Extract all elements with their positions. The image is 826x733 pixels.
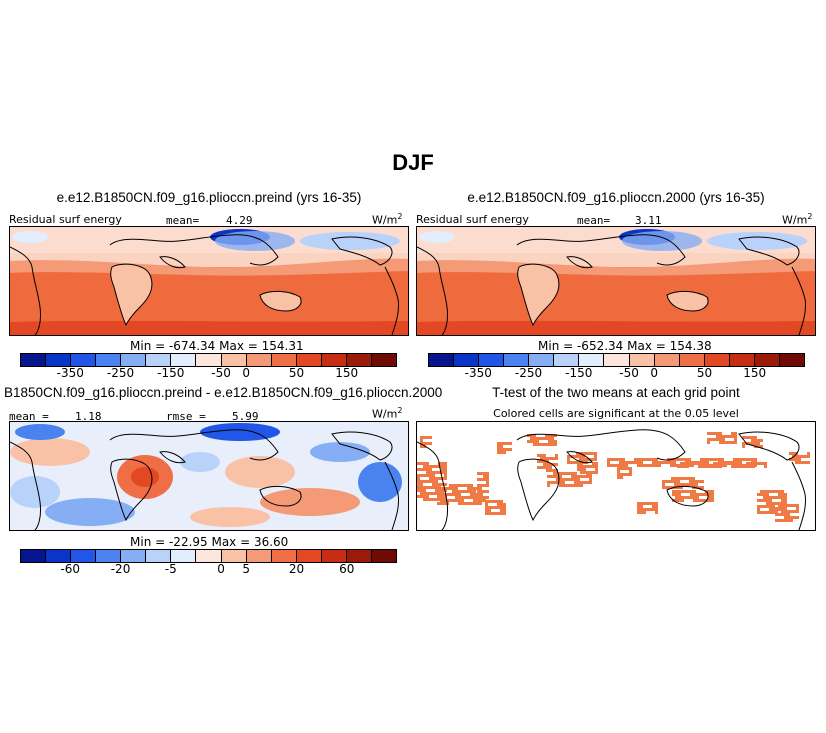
panel3-rmse-value: 5.99 <box>232 410 259 423</box>
panel3-colorbar-swatch <box>221 550 247 562</box>
panel1-colorbar-swatch <box>71 354 97 366</box>
panel3-colorbar-swatch <box>371 550 396 562</box>
panel1-colorbar-swatch <box>271 354 297 366</box>
panel3-colorbar-swatch <box>171 550 197 562</box>
panel1-colorbar-tick-label: -350 <box>56 366 84 380</box>
panel3-colorbar-tick-label: -20 <box>110 562 131 576</box>
panel3-colorbar-swatch <box>346 550 372 562</box>
panel3-rmse-label: rmse = <box>166 410 206 423</box>
panel1-colorbar-swatch <box>246 354 272 366</box>
panel3-colorbar-tick-label: 0 <box>217 562 225 576</box>
panel1-map <box>9 226 409 336</box>
panel3-colorbar-swatch <box>121 550 147 562</box>
panel1-title: e.e12.B1850CN.f09_g16.plioccn.preind (yr… <box>56 190 362 205</box>
panel3-colorbar-swatch <box>71 550 97 562</box>
panel2-colorbar-swatch <box>704 354 730 366</box>
panel2-colorbar-swatch <box>754 354 780 366</box>
panel2-colorbar-swatch <box>429 354 455 366</box>
panel1-colorbar-swatch <box>146 354 172 366</box>
panel2-colorbar <box>428 353 805 367</box>
panel2-colorbar-swatch <box>529 354 555 366</box>
panel2-units: W/m2 <box>782 212 813 227</box>
panel1-mean-value: 4.29 <box>226 214 253 227</box>
panel2-colorbar-tick-label: 0 <box>650 366 659 380</box>
panel3-mean-value: 1.18 <box>75 410 102 423</box>
panel3-colorbar-tick-label: -60 <box>60 562 81 576</box>
panel2-colorbar-swatch <box>454 354 480 366</box>
panel3-map <box>9 421 409 531</box>
panel1-colorbar <box>20 353 397 367</box>
panel4-map <box>416 421 816 531</box>
panel2-colorbar-swatch <box>579 354 605 366</box>
panel1-colorbar-ticks: -350 -250 -150 -50 0 50 150 <box>20 366 397 382</box>
panel1-colorbar-swatch <box>96 354 122 366</box>
panel2-mean-value: 3.11 <box>635 214 662 227</box>
panel2-variable: Residual surf energy <box>416 213 529 226</box>
panel3-colorbar-swatch <box>321 550 347 562</box>
panel1-units: W/m2 <box>372 212 403 227</box>
panel1-colorbar-swatch <box>46 354 72 366</box>
panel3-colorbar-tick-label: 60 <box>339 562 355 576</box>
panel1-mean-label: mean= <box>166 214 200 227</box>
panel1-colorbar-swatch <box>371 354 396 366</box>
panel3-minmax: Min = -22.95 Max = 36.60 <box>130 535 289 549</box>
panel3-colorbar-swatch <box>296 550 322 562</box>
panel2-minmax: Min = -652.34 Max = 154.38 <box>538 339 712 353</box>
panel2-colorbar-tick-label: -350 <box>464 366 492 380</box>
panel2-colorbar-swatch <box>679 354 705 366</box>
panel3-colorbar-swatch <box>196 550 222 562</box>
panel3-colorbar-swatch <box>246 550 272 562</box>
panel2-colorbar-swatch <box>629 354 655 366</box>
panel3-colorbar <box>20 549 397 563</box>
panel2-colorbar-swatch <box>554 354 580 366</box>
panel2-colorbar-tick-label: -50 <box>619 366 639 380</box>
panel1-minmax: Min = -674.34 Max = 154.31 <box>130 339 304 353</box>
panel2-colorbar-tick-label: 50 <box>696 366 713 380</box>
figure-title: DJF <box>392 150 434 175</box>
panel3-colorbar-ticks: -60 -20 -5 0 5 20 60 <box>20 562 397 578</box>
panel2-colorbar-swatch <box>504 354 530 366</box>
panel1-colorbar-tick-label: 150 <box>335 366 359 380</box>
panel3-colorbar-tick-label: 20 <box>288 562 305 576</box>
panel3-colorbar-tick-label: -5 <box>164 562 177 576</box>
panel1-colorbar-tick-label: -50 <box>211 366 231 380</box>
panel1-colorbar-tick-label: 50 <box>288 366 305 380</box>
panel3-colorbar-swatch <box>46 550 72 562</box>
panel2-colorbar-swatch <box>479 354 505 366</box>
panel3-units: W/m2 <box>372 406 403 421</box>
panel1-colorbar-swatch <box>346 354 372 366</box>
panel2-colorbar-tick-label: 150 <box>743 366 767 380</box>
panel1-colorbar-swatch <box>121 354 147 366</box>
panel3-colorbar-swatch <box>96 550 122 562</box>
panel2-colorbar-swatch <box>779 354 804 366</box>
panel1-colorbar-swatch <box>221 354 247 366</box>
panel2-colorbar-ticks: -350 -250 -150 -50 0 50 150 <box>428 366 805 382</box>
panel3-title: B1850CN.f09_g16.plioccn.preind - e.e12.B… <box>4 385 443 400</box>
panel1-colorbar-tick-label: -150 <box>157 366 185 380</box>
panel1-variable: Residual surf energy <box>9 213 122 226</box>
panel2-colorbar-swatch <box>654 354 680 366</box>
panel2-colorbar-tick-label: -150 <box>565 366 593 380</box>
panel4-title: T-test of the two means at each grid poi… <box>492 385 740 400</box>
panel1-colorbar-swatch <box>296 354 322 366</box>
panel1-colorbar-swatch <box>196 354 222 366</box>
panel3-colorbar-tick-label: 5 <box>242 562 251 576</box>
panel3-colorbar-swatch <box>271 550 297 562</box>
panel4-subtitle: Colored cells are significant at the 0.0… <box>493 407 739 420</box>
panel3-mean-label: mean = <box>9 410 49 423</box>
panel2-colorbar-swatch <box>729 354 755 366</box>
panel2-colorbar-tick-label: -250 <box>514 366 543 380</box>
panel2-mean-label: mean= <box>577 214 611 227</box>
panel1-colorbar-swatch <box>21 354 47 366</box>
panel2-map <box>416 226 816 336</box>
panel1-colorbar-swatch <box>321 354 347 366</box>
panel2-title: e.e12.B1850CN.f09_g16.plioccn.2000 (yrs … <box>467 190 765 205</box>
panel1-colorbar-swatch <box>171 354 197 366</box>
panel1-colorbar-tick-label: 0 <box>242 366 251 380</box>
panel3-colorbar-swatch <box>21 550 47 562</box>
panel1-colorbar-tick-label: -250 <box>106 366 135 380</box>
panel2-colorbar-swatch <box>604 354 630 366</box>
panel3-colorbar-swatch <box>146 550 172 562</box>
